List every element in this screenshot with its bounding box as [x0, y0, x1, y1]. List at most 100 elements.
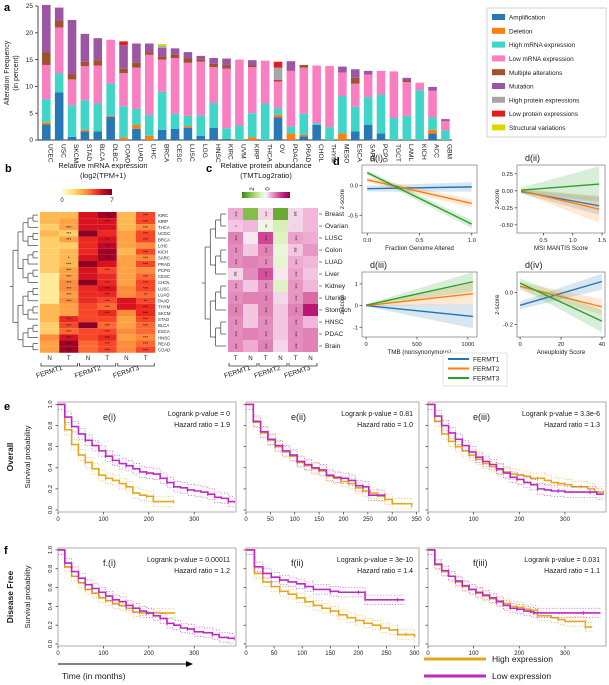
c-cell[interactable]: [303, 340, 318, 352]
d-line-FERMT3[interactable]: [521, 183, 600, 191]
c-cell[interactable]: [258, 280, 273, 292]
b-cell[interactable]: [97, 230, 117, 237]
bar-SKCM[interactable]: [67, 19, 77, 140]
c-cell[interactable]: [243, 244, 258, 256]
bar-ACC[interactable]: [428, 86, 437, 140]
c-cell[interactable]: [288, 328, 303, 340]
c-cell[interactable]: [273, 304, 288, 316]
b-cell[interactable]: [97, 254, 117, 261]
bar-LUSC[interactable]: [183, 52, 193, 140]
c-cell[interactable]: [273, 328, 288, 340]
bar-MESO[interactable]: [338, 66, 347, 140]
bar-PCPG[interactable]: [376, 70, 386, 140]
b-cell[interactable]: [59, 291, 79, 298]
c-cell[interactable]: [273, 292, 288, 304]
b-cell[interactable]: [40, 303, 60, 310]
c-cell[interactable]: [273, 244, 288, 256]
b-cell[interactable]: [40, 334, 60, 341]
c-cell[interactable]: [303, 244, 318, 256]
b-cell[interactable]: [59, 346, 79, 353]
bar-KIRC[interactable]: [222, 58, 231, 140]
d-line-FERMT2[interactable]: [520, 190, 600, 210]
b-cell[interactable]: [136, 212, 156, 219]
bar-CHOL[interactable]: [312, 65, 321, 140]
b-cell[interactable]: [97, 316, 117, 323]
b-cell[interactable]: [136, 242, 156, 249]
c-cell[interactable]: [303, 280, 318, 292]
c-cell[interactable]: [228, 292, 243, 304]
bar-LGG[interactable]: [196, 55, 206, 140]
km-curve-low[interactable]: [246, 403, 385, 497]
b-cell[interactable]: [40, 254, 60, 261]
bar-LUAD[interactable]: [132, 43, 141, 140]
d-line-FERMT3[interactable]: [366, 172, 473, 225]
b-cell[interactable]: [116, 236, 136, 243]
b-cell[interactable]: [78, 218, 98, 225]
b-cell[interactable]: [136, 322, 156, 329]
b-cell[interactable]: [40, 297, 60, 304]
b-cell[interactable]: [40, 236, 60, 243]
c-cell[interactable]: [228, 220, 243, 232]
b-cell[interactable]: [136, 260, 156, 268]
b-cell[interactable]: [59, 260, 79, 268]
c-cell[interactable]: [228, 208, 243, 220]
bar-KICH[interactable]: [415, 82, 424, 140]
bar-THCA[interactable]: [260, 60, 270, 140]
c-cell[interactable]: [228, 244, 243, 256]
b-cell[interactable]: [136, 218, 156, 225]
b-cell[interactable]: [116, 334, 136, 341]
b-cell[interactable]: [59, 267, 79, 274]
b-cell[interactable]: [136, 267, 156, 274]
b-cell[interactable]: [97, 224, 117, 231]
c-cell[interactable]: [273, 316, 288, 328]
b-cell[interactable]: [40, 340, 60, 347]
b-cell[interactable]: [40, 346, 60, 353]
b-cell[interactable]: [78, 340, 98, 347]
c-cell[interactable]: [303, 316, 318, 328]
km-curve-low[interactable]: [428, 549, 601, 614]
c-cell[interactable]: [243, 268, 258, 280]
bar-STAD[interactable]: [80, 33, 90, 140]
c-cell[interactable]: [228, 256, 243, 268]
d-line-FERMT1[interactable]: [366, 304, 473, 318]
d-line-FERMT1[interactable]: [367, 186, 472, 190]
b-cell[interactable]: [40, 212, 60, 219]
d-line-FERMT3[interactable]: [519, 282, 603, 322]
b-cell[interactable]: [97, 291, 117, 298]
c-cell[interactable]: [288, 244, 303, 256]
c-cell[interactable]: [228, 340, 243, 352]
b-cell[interactable]: [59, 218, 79, 225]
c-cell[interactable]: [273, 340, 288, 352]
b-cell[interactable]: [78, 248, 98, 255]
c-cell[interactable]: [273, 280, 288, 292]
b-cell[interactable]: [40, 218, 60, 225]
b-cell[interactable]: [116, 322, 136, 329]
c-cell[interactable]: [228, 280, 243, 292]
b-cell[interactable]: [59, 316, 79, 323]
c-cell[interactable]: [243, 316, 258, 328]
bar-LIHC[interactable]: [145, 43, 154, 140]
b-cell[interactable]: [40, 224, 60, 231]
c-cell[interactable]: [243, 292, 258, 304]
b-cell[interactable]: [116, 297, 136, 304]
c-cell[interactable]: [288, 220, 303, 232]
c-cell[interactable]: [258, 340, 273, 352]
b-cell[interactable]: [59, 248, 79, 255]
b-cell[interactable]: [136, 334, 156, 341]
c-cell[interactable]: [243, 340, 258, 352]
b-cell[interactable]: [78, 254, 98, 261]
c-cell[interactable]: [288, 268, 303, 280]
b-cell[interactable]: [97, 260, 117, 268]
c-cell[interactable]: [228, 232, 243, 244]
b-cell[interactable]: [136, 316, 156, 323]
d-line-FERMT3[interactable]: [365, 281, 474, 306]
b-cell[interactable]: [40, 267, 60, 274]
b-cell[interactable]: [97, 346, 117, 353]
b-cell[interactable]: [59, 273, 79, 280]
c-cell[interactable]: [228, 328, 243, 340]
b-cell[interactable]: [97, 340, 117, 347]
b-cell[interactable]: [78, 236, 98, 243]
b-cell[interactable]: [116, 230, 136, 237]
b-cell[interactable]: [78, 260, 98, 268]
b-cell[interactable]: [78, 212, 98, 219]
